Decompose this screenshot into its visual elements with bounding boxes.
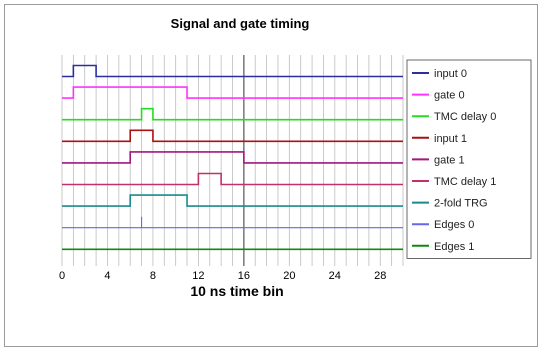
x-tick-label: 20: [283, 270, 295, 282]
x-tick-label: 24: [329, 270, 341, 282]
chart-title: Signal and gate timing: [171, 16, 310, 31]
legend-entry: gate 1: [434, 154, 465, 166]
legend-entry: TMC delay 1: [434, 176, 496, 188]
legend-entry: gate 0: [434, 90, 465, 102]
legend-entry: Edges 1: [434, 241, 474, 253]
series-line-3: [62, 107, 403, 121]
x-tick-label: 16: [238, 270, 250, 282]
legend-entry: input 0: [434, 68, 467, 80]
x-tick-labels: 0 4 8 12 16 20 24 28: [59, 270, 386, 282]
x-tick-label: 28: [374, 270, 386, 282]
series-line-2: [62, 86, 403, 99]
legend: input 0 gate 0 TMC delay 0 input 1 gate 1 TMC…: [406, 59, 532, 259]
legend-entry: 2-fold TRG: [434, 198, 488, 210]
series-line-7: [62, 194, 403, 207]
series-line-6: [62, 172, 403, 186]
legend-entry: input 1: [434, 133, 467, 145]
x-axis-label: 10 ns time bin: [190, 283, 283, 299]
series-line-5: [62, 151, 403, 164]
series-line-1: [62, 64, 403, 78]
x-tick-label: 8: [150, 270, 156, 282]
x-tick-label: 12: [192, 270, 204, 282]
series-line-8: [62, 216, 403, 229]
legend-entry: Edges 0: [434, 219, 474, 231]
x-tick-label: 0: [59, 270, 65, 282]
legend-entry: TMC delay 0: [434, 111, 496, 123]
x-tick-label: 4: [104, 270, 110, 282]
grid-lines: [61, 55, 404, 266]
series-line-4: [62, 129, 403, 143]
series-traces: [62, 64, 403, 251]
